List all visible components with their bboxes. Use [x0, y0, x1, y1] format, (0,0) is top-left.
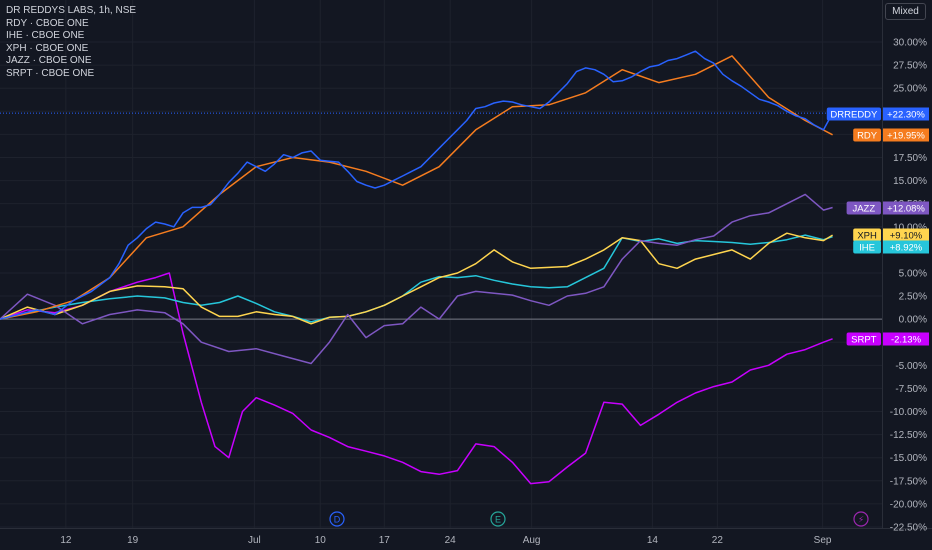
series-name-tag-xph [853, 228, 881, 242]
x-tick-label: 22 [712, 535, 724, 546]
y-tick-label: 25.00% [893, 84, 927, 95]
y-tick-label: 5.00% [899, 268, 927, 279]
y-tick-label: -7.50% [895, 384, 927, 395]
series-name-label: XPH [857, 231, 877, 242]
y-tick-label: -5.00% [895, 361, 927, 372]
scale-mode-button[interactable]: Mixed [885, 3, 926, 20]
split-icon[interactable] [853, 511, 869, 527]
series-name-label: IHE [859, 243, 875, 254]
series-name-tag-drreddy [826, 107, 881, 121]
x-tick-label: 10 [315, 535, 327, 546]
series-name-label: JAZZ [852, 204, 875, 215]
series-name-tag-jazz [846, 201, 881, 215]
series-value-tag-jazz [883, 201, 929, 215]
series-line-srpt [0, 272, 833, 485]
series-value-tag-srpt [883, 332, 929, 346]
y-tick-label: 10.00% [893, 222, 927, 233]
y-tick-label: 15.00% [893, 176, 927, 187]
legend: DR REDDYS LABS, 1h, NSE RDY · CBOE ONE I… [6, 5, 136, 80]
series-value-label: +8.92% [890, 243, 923, 254]
series-name-tag-ihe [853, 240, 881, 254]
x-tick-label: 12 [60, 535, 72, 546]
earnings-icon-glyph: E [495, 515, 501, 525]
series-value-label: -2.13% [891, 335, 922, 346]
series-value-label: +19.95% [887, 131, 925, 142]
series-line-xph [0, 232, 833, 325]
series-value-tag-rdy [883, 128, 929, 142]
x-tick-label: 19 [127, 535, 139, 546]
series-line-rdy [0, 55, 833, 320]
dividend-icon-glyph: D [334, 515, 341, 525]
series-name-label: SRPT [851, 335, 877, 346]
y-tick-label: -12.50% [890, 430, 927, 441]
x-tick-label: Aug [523, 535, 541, 546]
y-tick-label: 2.50% [899, 292, 927, 303]
series-name-tag-rdy [853, 128, 881, 142]
series-line-drreddy [0, 50, 834, 320]
series-name-label: RDY [857, 131, 878, 142]
y-tick-label: 0.00% [899, 315, 927, 326]
y-tick-label: 17.50% [893, 153, 927, 164]
legend-item-rdy[interactable]: RDY · CBOE ONE [6, 17, 89, 29]
legend-item-xph[interactable]: XPH · CBOE ONE [6, 42, 89, 54]
series-value-tag-ihe [883, 240, 929, 254]
y-tick-label: -10.00% [890, 407, 927, 418]
series-name-label: DRREDDY [830, 110, 878, 121]
x-tick-label: 14 [647, 535, 659, 546]
y-tick-label: -17.50% [890, 476, 927, 487]
x-tick-label: 24 [445, 535, 457, 546]
x-tick-label: Sep [814, 535, 832, 546]
legend-item-jazz[interactable]: JAZZ · CBOE ONE [6, 55, 92, 66]
series-value-label: +9.10% [890, 231, 923, 242]
split-icon-glyph: ⚡ [858, 515, 864, 525]
series-line-ihe [0, 234, 833, 323]
legend-item-ihe[interactable]: IHE · CBOE ONE [6, 30, 85, 41]
series-value-label: +12.08% [887, 204, 925, 215]
y-tick-label: 30.00% [893, 38, 927, 49]
series-value-tag-drreddy [883, 107, 929, 121]
legend-item-srpt[interactable]: SRPT · CBOE ONE [6, 67, 95, 79]
series-value-label: +22.30% [887, 110, 925, 121]
dividend-icon[interactable] [329, 511, 345, 527]
series-value-tag-xph [883, 228, 929, 242]
x-tick-label: 17 [379, 535, 391, 546]
legend-main-symbol: DR REDDYS LABS, 1h, NSE [6, 5, 137, 16]
x-tick-label: Jul [248, 535, 261, 546]
series-line-jazz [0, 193, 833, 365]
y-tick-label: -22.50% [890, 523, 927, 534]
series-name-tag-srpt [846, 332, 881, 346]
y-tick-label: -15.00% [890, 453, 927, 464]
y-tick-label: -20.00% [890, 499, 927, 510]
earnings-icon[interactable] [490, 511, 506, 527]
y-tick-label: 27.50% [893, 61, 927, 72]
